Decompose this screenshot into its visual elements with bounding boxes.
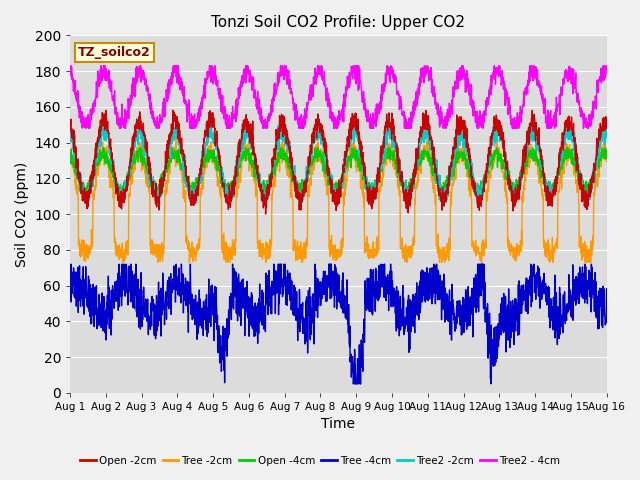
X-axis label: Time: Time	[321, 418, 355, 432]
Title: Tonzi Soil CO2 Profile: Upper CO2: Tonzi Soil CO2 Profile: Upper CO2	[211, 15, 465, 30]
Legend: Open -2cm, Tree -2cm, Open -4cm, Tree -4cm, Tree2 -2cm, Tree2 - 4cm: Open -2cm, Tree -2cm, Open -4cm, Tree -4…	[76, 452, 564, 470]
Text: TZ_soilco2: TZ_soilco2	[78, 46, 151, 59]
Y-axis label: Soil CO2 (ppm): Soil CO2 (ppm)	[15, 161, 29, 267]
